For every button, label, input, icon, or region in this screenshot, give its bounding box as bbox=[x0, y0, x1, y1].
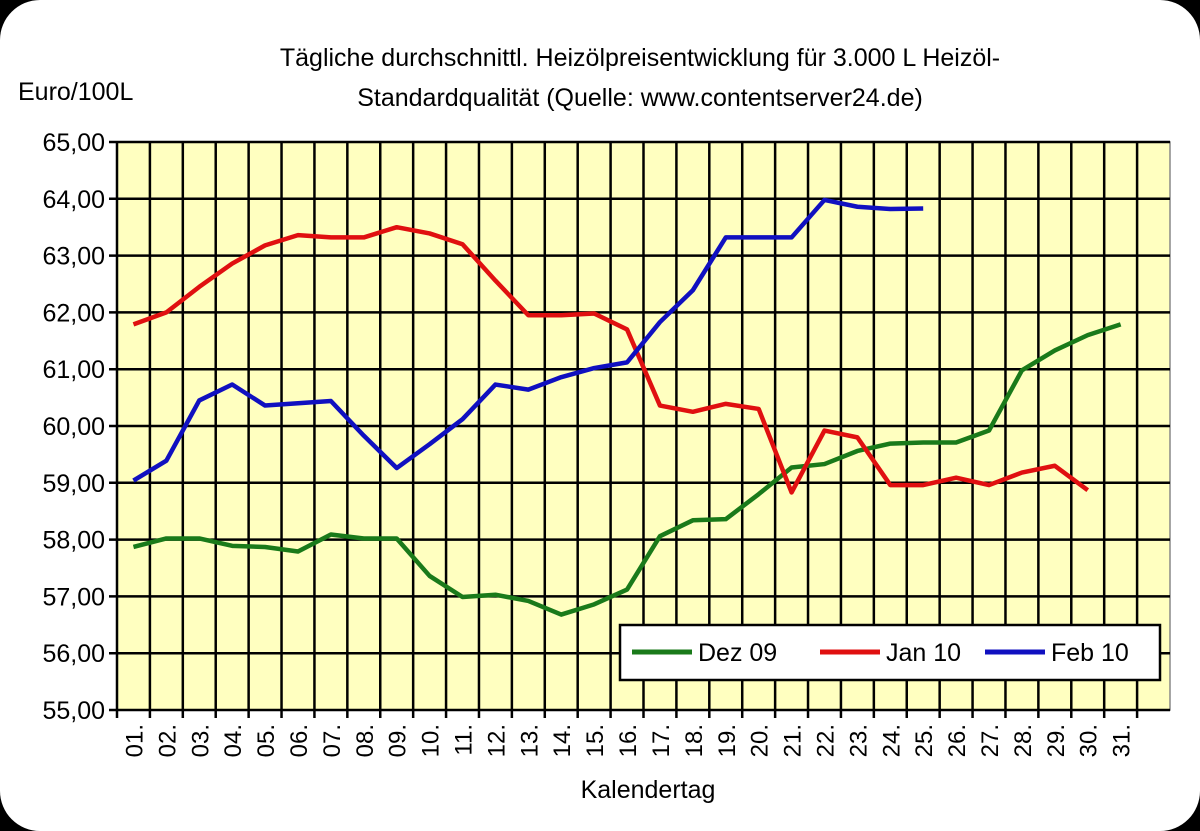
y-tick-label: 62,00 bbox=[42, 299, 105, 327]
y-tick-label: 56,00 bbox=[42, 640, 105, 668]
series-line-jan-10 bbox=[132, 224, 1090, 495]
y-tick-label: 63,00 bbox=[42, 243, 105, 271]
x-tick-label: 27. bbox=[977, 724, 1004, 757]
x-tick-label: 17. bbox=[648, 724, 675, 757]
legend-entry: Dez 09 bbox=[698, 639, 777, 667]
x-axis-label: Kalendertag bbox=[581, 776, 716, 804]
x-tick-label: 25. bbox=[911, 724, 938, 757]
x-tick-label: 20. bbox=[747, 724, 774, 757]
x-tick-label: 14. bbox=[549, 724, 576, 757]
x-tick-label: 16. bbox=[615, 724, 642, 757]
y-tick-label: 59,00 bbox=[42, 470, 105, 498]
legend-box bbox=[618, 623, 1162, 682]
y-tick-label: 64,00 bbox=[42, 186, 105, 214]
x-tick-label: 02. bbox=[154, 724, 181, 757]
x-tick-label: 03. bbox=[187, 724, 214, 757]
x-tick-label: 06. bbox=[286, 724, 313, 757]
x-tick-label: 09. bbox=[385, 724, 412, 757]
legend: Dez 09 Jan 10 Feb 10 bbox=[618, 623, 1162, 682]
x-tick-label: 18. bbox=[681, 724, 708, 757]
x-tick-label: 22. bbox=[812, 724, 839, 757]
y-tick-label: 61,00 bbox=[42, 356, 105, 384]
y-tick-label: 60,00 bbox=[42, 413, 105, 441]
x-tick-label: 21. bbox=[780, 724, 807, 757]
series-line-dez-09 bbox=[132, 322, 1122, 617]
x-tick-label: 11. bbox=[451, 724, 478, 756]
chart-title-line2: Standardqualität (Quelle: www.contentser… bbox=[357, 84, 923, 112]
x-tick-label: 08. bbox=[352, 724, 379, 757]
x-tick-label: 28. bbox=[1010, 724, 1037, 757]
x-tick-label: 05. bbox=[253, 724, 280, 757]
x-tick-label: 19. bbox=[714, 724, 741, 757]
x-tick-label: 26. bbox=[944, 724, 971, 757]
x-tick-label: 23. bbox=[845, 724, 872, 757]
y-axis-label: Euro/100L bbox=[18, 78, 133, 106]
x-tick-label: 01. bbox=[121, 724, 148, 757]
x-tick-label: 31. bbox=[1109, 724, 1136, 757]
x-tick-label: 30. bbox=[1076, 724, 1103, 757]
x-tick-label: 07. bbox=[319, 724, 346, 757]
legend-entry: Feb 10 bbox=[1051, 639, 1129, 667]
y-tick-label: 57,00 bbox=[42, 583, 105, 611]
y-tick-label: 55,00 bbox=[42, 697, 105, 725]
legend-entry: Jan 10 bbox=[886, 639, 961, 667]
x-tick-label: 15. bbox=[582, 724, 609, 757]
series-line-feb-10 bbox=[132, 197, 924, 483]
x-tick-label: 24. bbox=[878, 724, 905, 757]
x-tick-label: 29. bbox=[1043, 724, 1070, 757]
y-tick-label: 65,00 bbox=[42, 129, 105, 157]
y-tick-label: 58,00 bbox=[42, 527, 105, 555]
chart-title-line1: Tägliche durchschnittl. Heizölpreisentwi… bbox=[280, 44, 1000, 72]
x-tick-label: 13. bbox=[516, 724, 543, 757]
x-tick-label: 04. bbox=[220, 724, 247, 757]
x-tick-label: 10. bbox=[418, 724, 445, 757]
x-tick-label: 12. bbox=[483, 724, 510, 757]
